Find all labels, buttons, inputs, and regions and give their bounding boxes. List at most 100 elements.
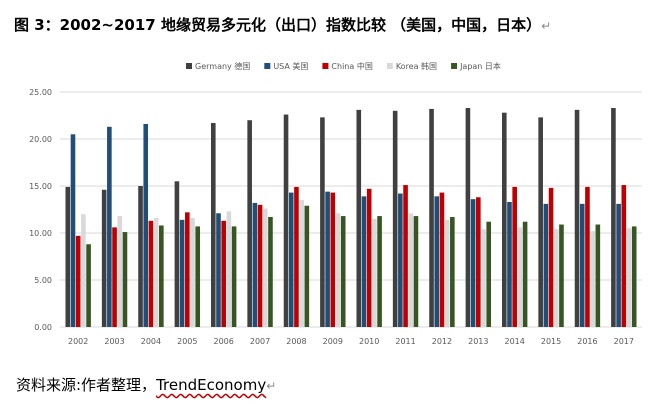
bar-usa — [434, 196, 440, 327]
x-tick-label: 2005 — [177, 337, 197, 346]
bar-usa — [470, 199, 476, 327]
bar-germany — [210, 123, 216, 328]
bar-china — [585, 186, 590, 327]
bar-germany — [574, 109, 580, 327]
source-note: 资料来源:作者整理，TrendEconomy↵ — [16, 374, 276, 395]
y-tick-label: 25.00 — [29, 88, 52, 97]
bar-china — [257, 204, 263, 327]
bar-korea — [262, 208, 268, 327]
legend-swatch-china — [322, 63, 329, 69]
x-tick-label: 2009 — [323, 337, 343, 346]
bar-chart: 0.00 5.00 10.00 15.00 20.00 25.00 2002 2003 2004… — [29, 61, 642, 346]
y-tick-label: 15.00 — [29, 182, 52, 191]
bar-japan — [377, 216, 382, 327]
bar-japan — [595, 224, 601, 327]
legend-swatch-germany — [186, 63, 192, 69]
bar-japan — [486, 221, 492, 327]
bar-korea — [408, 213, 414, 327]
bar-japan — [122, 232, 128, 327]
bar-germany — [356, 109, 362, 327]
x-tick-label: 2003 — [104, 337, 124, 346]
legend-label-japan: Japan 日本 — [459, 61, 501, 71]
bar-korea — [299, 200, 304, 327]
legend-swatch-usa — [264, 63, 271, 69]
chart-area: 0.00 5.00 10.00 15.00 20.00 25.00 2002 2003 2004… — [14, 54, 650, 364]
bar-germany — [465, 107, 471, 327]
bar-korea — [444, 219, 450, 327]
bar-japan — [559, 224, 564, 327]
bar-germany — [101, 189, 107, 327]
bar-korea — [226, 211, 232, 327]
legend-label-germany: Germany 德国 — [195, 61, 250, 71]
bar-china — [621, 185, 627, 327]
bar-usa — [179, 219, 185, 327]
x-tick-label: 2007 — [250, 337, 270, 346]
bar-china — [112, 227, 117, 327]
bar-china — [294, 186, 299, 327]
x-tick-label: 2002 — [68, 337, 88, 346]
bar-japan — [304, 205, 310, 327]
x-tick-label: 2016 — [577, 337, 597, 346]
bar-korea — [590, 231, 595, 327]
x-tick-label: 2014 — [505, 337, 525, 346]
bar-china — [330, 192, 336, 327]
bar-china — [439, 192, 445, 327]
bar-korea — [372, 218, 377, 327]
y-tick-label: 20.00 — [29, 135, 52, 144]
bar-china — [512, 186, 517, 327]
bar-korea — [517, 227, 523, 327]
bar-china — [221, 220, 226, 327]
x-tick-label: 2012 — [432, 337, 452, 346]
bar-germany — [429, 108, 434, 327]
bar-usa — [398, 193, 403, 327]
bar-germany — [65, 186, 71, 327]
bar-usa — [143, 123, 149, 328]
bar-germany — [501, 112, 507, 328]
x-tick-label: 2013 — [468, 337, 488, 346]
bar-germany — [174, 181, 180, 327]
y-tick-label: 10.00 — [29, 229, 52, 238]
bar-korea — [190, 217, 195, 327]
x-tick-label: 2010 — [359, 337, 379, 346]
legend-label-usa: USA 美国 — [273, 61, 308, 71]
bar-japan — [231, 226, 237, 327]
paragraph-mark-icon: ↵ — [541, 19, 552, 33]
bar-china — [185, 212, 190, 327]
bar-usa — [579, 203, 585, 327]
bar-usa — [616, 203, 621, 327]
figure-title: 图 3：2002~2017 地缘贸易多元化（出口）指数比较 （美国，中国，日本）… — [14, 14, 551, 35]
figure-title-text: 图 3：2002~2017 地缘贸易多元化（出口）指数比较 （美国，中国，日本） — [14, 16, 542, 34]
bar-usa — [252, 202, 258, 327]
x-tick-label: 2015 — [541, 337, 561, 346]
bar-germany — [138, 186, 143, 327]
bar-germany — [538, 117, 543, 327]
bar-korea — [117, 216, 123, 327]
bar-korea — [153, 217, 159, 327]
bar-korea — [553, 229, 559, 327]
bar-usa — [543, 203, 549, 327]
bar-germany — [320, 117, 325, 327]
source-name: TrendEconomy — [156, 376, 267, 394]
bar-usa — [70, 134, 76, 327]
bar-japan — [413, 216, 419, 327]
bar-usa — [325, 191, 330, 327]
bar-china — [403, 185, 408, 327]
bar-japan — [159, 225, 164, 327]
bar-japan — [195, 226, 201, 327]
x-tick-label: 2017 — [614, 337, 634, 346]
bar-china — [548, 187, 554, 327]
legend-label-china: China 中国 — [331, 61, 372, 71]
bar-japan — [522, 221, 528, 327]
bar-japan — [86, 244, 91, 327]
bar-japan — [631, 226, 637, 327]
bar-germany — [611, 107, 616, 327]
bar-germany — [392, 110, 398, 327]
y-tick-label: 0.00 — [34, 323, 52, 332]
bar-germany — [283, 114, 289, 327]
bar-germany — [247, 120, 252, 327]
source-prefix: 资料来源:作者整理， — [16, 376, 157, 394]
y-tick-label: 5.00 — [34, 276, 52, 285]
bar-korea — [626, 228, 632, 327]
bar-usa — [107, 126, 112, 327]
legend-label-korea: Korea 韩国 — [396, 61, 437, 71]
